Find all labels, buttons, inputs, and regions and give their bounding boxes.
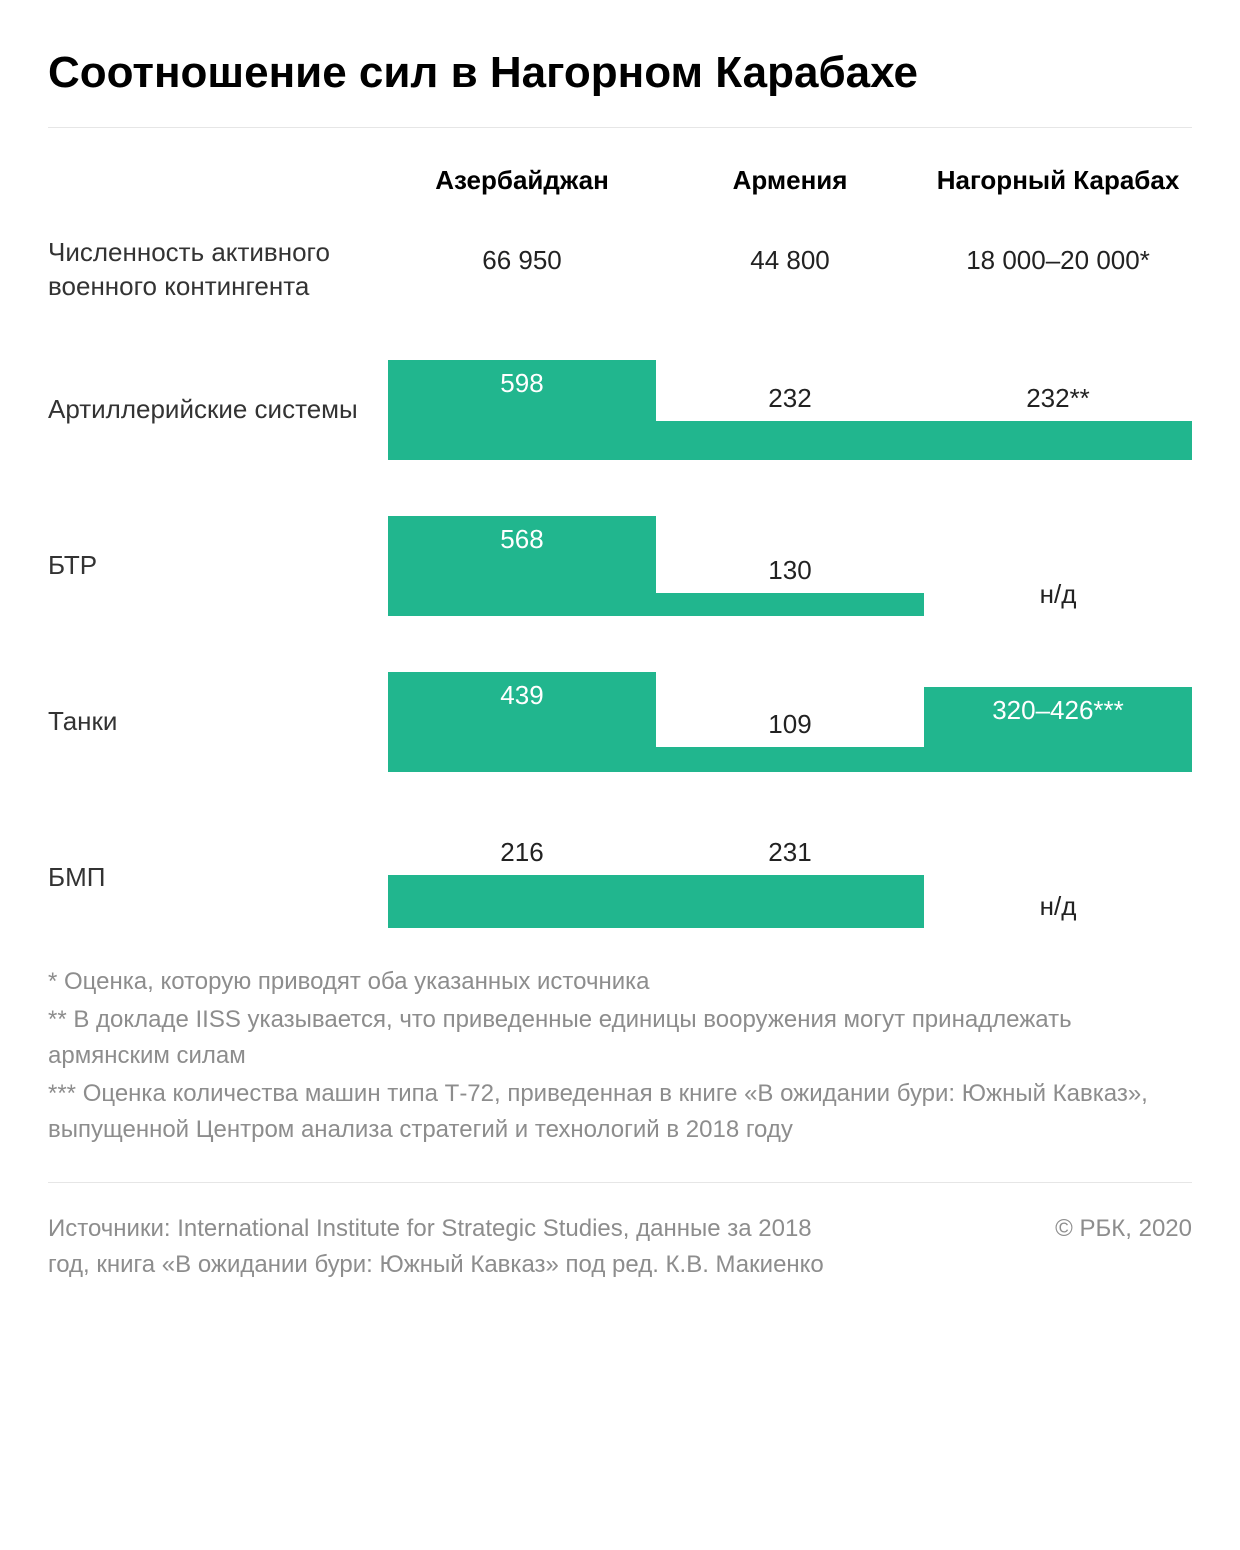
- page-title: Соотношение сил в Нагорном Карабахе: [48, 48, 1192, 128]
- data-grid: Азербайджан Армения Нагорный Карабах Чис…: [48, 164, 1192, 928]
- bar-cell: 109: [656, 672, 924, 772]
- bar-cell: 320–426***: [924, 672, 1192, 772]
- col-head-armenia: Армения: [656, 164, 924, 237]
- bar-value-label: 231: [656, 839, 924, 865]
- cell-troops-azerbaijan: 66 950: [388, 236, 656, 304]
- footnote-1: * Оценка, которую приводят оба указанных…: [48, 964, 1192, 1000]
- cell-no-data: н/д: [924, 516, 1192, 616]
- row-label: БТР: [48, 516, 388, 616]
- bar-value-label: 216: [388, 839, 656, 865]
- footnote-2: ** В докладе IISS указывается, что приве…: [48, 1002, 1192, 1074]
- bar-cell: 598: [388, 360, 656, 460]
- bar: [656, 593, 924, 616]
- bar-value-label: 232**: [924, 385, 1192, 411]
- col-head-azerbaijan: Азербайджан: [388, 164, 656, 237]
- bar: [656, 875, 924, 928]
- row-label: БМП: [48, 828, 388, 928]
- cell-troops-armenia: 44 800: [656, 236, 924, 304]
- bar-cell: 232**: [924, 360, 1192, 460]
- bar: [924, 421, 1192, 460]
- sources-text: Источники: International Institute for S…: [48, 1211, 828, 1283]
- cell-no-data: н/д: [924, 828, 1192, 928]
- bar-value-label: 130: [656, 557, 924, 583]
- bar-cell: 231: [656, 828, 924, 928]
- row-label-troops: Численность активного военного континген…: [48, 236, 388, 304]
- footer: Источники: International Institute for S…: [48, 1211, 1192, 1283]
- bar-cell: 568: [388, 516, 656, 616]
- bar-value-label: 439: [388, 682, 656, 708]
- bar-value-label: 598: [388, 370, 656, 396]
- bar-cell: 130: [656, 516, 924, 616]
- bar-cell: 216: [388, 828, 656, 928]
- bar-value-label: 320–426***: [924, 697, 1192, 723]
- bar-value-label: 232: [656, 385, 924, 411]
- col-head-karabakh: Нагорный Карабах: [924, 164, 1192, 237]
- bar-cell: 439: [388, 672, 656, 772]
- cell-troops-karabakh: 18 000–20 000*: [924, 236, 1192, 304]
- copyright-text: © РБК, 2020: [1055, 1211, 1192, 1247]
- bar: [656, 747, 924, 772]
- bar: [388, 875, 656, 928]
- bar-cell: 232: [656, 360, 924, 460]
- bar-value-label: 568: [388, 526, 656, 552]
- footnote-3: *** Оценка количества машин типа Т-72, п…: [48, 1076, 1192, 1148]
- bar-value-label: 109: [656, 711, 924, 737]
- footnotes: * Оценка, которую приводят оба указанных…: [48, 964, 1192, 1183]
- row-label: Артиллерийские системы: [48, 360, 388, 460]
- row-label: Танки: [48, 672, 388, 772]
- bar: [656, 421, 924, 460]
